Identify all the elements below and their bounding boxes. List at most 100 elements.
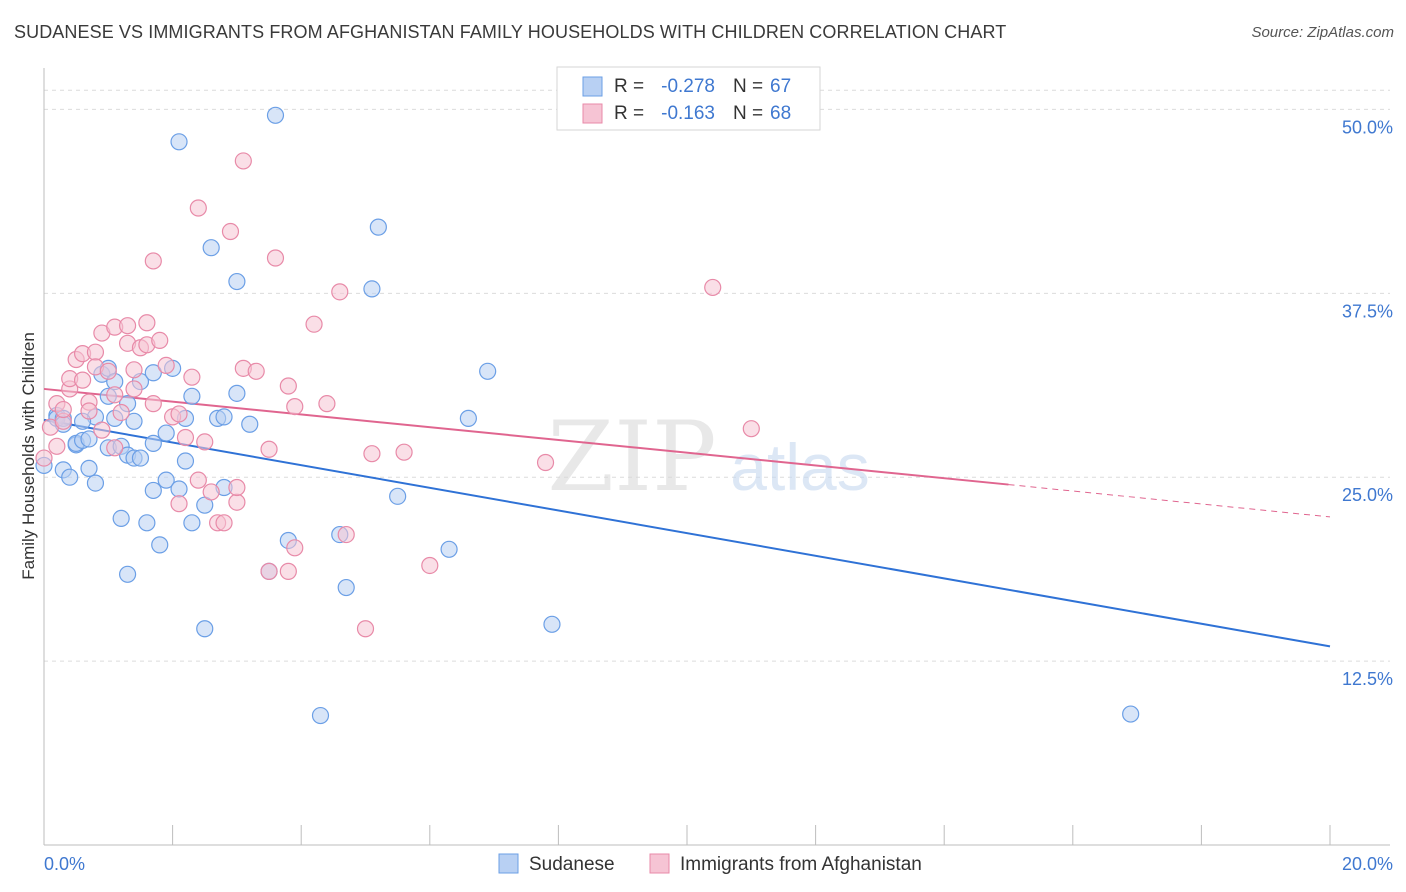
afghan-point <box>138 314 156 332</box>
afghan-point <box>170 405 188 423</box>
afghan-point <box>183 368 201 386</box>
sudanese-point <box>170 480 188 498</box>
sudanese-point <box>196 620 214 638</box>
legend-n-label: N = <box>733 76 763 97</box>
sudanese-point <box>228 272 246 291</box>
sudanese-point <box>202 239 220 257</box>
afghan-point <box>742 420 760 438</box>
sudanese-point <box>337 578 355 597</box>
sudanese-point <box>125 412 143 430</box>
afghan-point <box>215 514 233 532</box>
afghan-point <box>279 562 297 580</box>
afghan-point <box>356 620 375 638</box>
afghan-point <box>395 443 413 461</box>
afghan-point <box>536 453 555 472</box>
afghan-point <box>35 449 53 467</box>
sudanese-point <box>176 452 195 470</box>
afghan-point <box>202 483 220 501</box>
sudanese-point <box>183 387 201 405</box>
afghan-point <box>170 495 188 513</box>
sudanese-point <box>1122 705 1140 723</box>
legend-r-label: R = <box>614 76 644 97</box>
afghan-point <box>93 421 111 439</box>
sudanese-point <box>144 434 162 452</box>
sudanese-point <box>80 430 98 448</box>
legend-n-value: 68 <box>770 103 791 124</box>
sudanese-point <box>215 408 233 426</box>
legend-n-value: 67 <box>770 76 791 97</box>
legend-swatch <box>582 76 603 97</box>
legend-swatch <box>582 103 603 124</box>
legend-r-value: -0.163 <box>661 103 715 124</box>
afghan-point <box>176 428 195 447</box>
afghan-point <box>189 471 207 489</box>
sudanese-point <box>440 540 458 558</box>
afghan-point <box>279 377 297 395</box>
afghan-point <box>112 403 130 422</box>
sudanese-point <box>228 384 246 402</box>
afghan-point <box>266 249 285 267</box>
afghan-point <box>305 315 323 333</box>
afghan-point <box>286 539 304 557</box>
bottom-legend-swatch <box>498 853 519 874</box>
y-axis-label: Family Households with Children <box>19 332 38 580</box>
bottom-legend-label: Sudanese <box>529 854 615 875</box>
afghan-point <box>421 556 439 575</box>
afghan-point <box>125 380 143 398</box>
legend-r-value: -0.278 <box>661 76 715 97</box>
afghan-point <box>151 331 169 349</box>
sudanese-point <box>112 509 130 528</box>
afghan-point <box>221 222 240 241</box>
sudanese-point <box>118 565 137 583</box>
afghan-point <box>331 283 349 301</box>
afghan-point <box>106 439 124 457</box>
afghan-point <box>234 152 252 170</box>
bottom-legend-swatch <box>649 853 670 874</box>
afghan-point <box>99 362 117 380</box>
watermark-atlas: atlas <box>730 430 869 504</box>
afghan-point <box>196 433 214 451</box>
afghan-point <box>106 386 124 404</box>
afghan-point <box>363 445 381 463</box>
afghan-trend-line <box>43 387 1009 486</box>
sudanese-point <box>86 474 105 492</box>
source-label: Source: ZipAtlas.com <box>1251 24 1394 41</box>
sudanese-point <box>183 514 201 532</box>
sudanese-point <box>266 106 285 124</box>
afghan-point <box>118 317 137 335</box>
sudanese-point <box>369 218 387 236</box>
afghan-point <box>73 371 92 389</box>
sudanese-point <box>138 514 156 532</box>
sudanese-point <box>170 133 188 151</box>
afghan-point <box>144 395 162 413</box>
afghan-point <box>260 440 278 458</box>
afghan-point <box>260 562 278 580</box>
bottom-legend-label: Immigrants from Afghanistan <box>680 854 922 875</box>
afghan-point <box>318 395 336 413</box>
sudanese-point <box>144 481 162 500</box>
sudanese-trend-line <box>43 418 1331 648</box>
y-tick-label: 12.5% <box>1342 669 1393 689</box>
legend-r-label: R = <box>614 103 644 124</box>
sudanese-point <box>151 536 169 554</box>
afghan-trend-extension <box>1008 484 1331 518</box>
watermark-zip: ZIP <box>547 401 716 513</box>
sudanese-point <box>389 487 407 505</box>
afghan-point <box>228 493 246 511</box>
afghan-point <box>80 402 98 420</box>
sudanese-point <box>543 615 561 633</box>
legend-n-label: N = <box>733 103 763 124</box>
sudanese-point <box>363 280 381 298</box>
y-tick-label: 37.5% <box>1342 301 1393 321</box>
sudanese-point <box>311 706 330 725</box>
sudanese-point <box>157 471 175 489</box>
afghan-point <box>228 478 246 497</box>
chart-title: SUDANESE VS IMMIGRANTS FROM AFGHANISTAN … <box>14 22 1007 42</box>
afghan-point <box>157 356 175 375</box>
sudanese-point <box>241 415 259 433</box>
sudanese-point <box>459 409 477 427</box>
y-tick-label: 50.0% <box>1342 117 1393 137</box>
afghan-point <box>247 362 265 380</box>
x-tick-label: 20.0% <box>1342 854 1393 874</box>
x-tick-label: 0.0% <box>44 854 85 874</box>
